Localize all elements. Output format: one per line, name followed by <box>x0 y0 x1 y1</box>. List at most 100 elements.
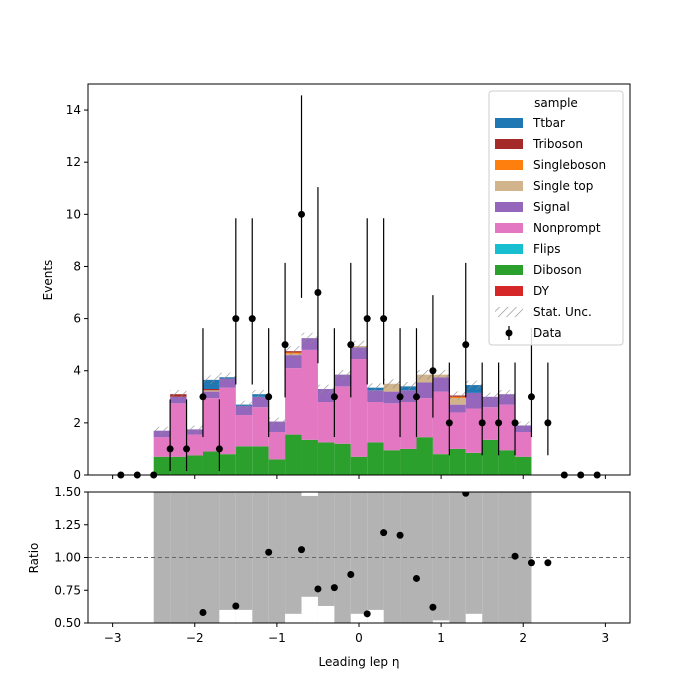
ratio-point <box>347 571 355 579</box>
data-point <box>199 393 207 401</box>
bar-diboson <box>170 456 187 475</box>
x-tick-label: 2 <box>519 631 527 645</box>
bar-nonprompt <box>170 403 187 457</box>
legend-entry-diboson: Diboson <box>495 263 582 277</box>
ratio-point <box>314 585 322 593</box>
stat-unc-bin <box>202 375 220 385</box>
bar-single-top <box>202 390 220 392</box>
ratio-y-axis-label: Ratio <box>27 543 41 574</box>
ratio-point <box>527 559 535 567</box>
ratio-point <box>330 584 338 592</box>
bar-nonprompt <box>498 404 516 451</box>
ratio-panel: 0.50 0.75 1.00 1.25 1.50 −3 −2 −1 0 1 2 3 Ratio Le… <box>27 485 631 669</box>
data-point <box>248 315 256 323</box>
y-tick-label: 4 <box>73 364 81 378</box>
stat-unc-bin <box>219 372 236 382</box>
data-point <box>396 393 404 401</box>
ratio-point <box>462 492 470 497</box>
ratio-point <box>363 610 371 618</box>
x-tick-label: 1 <box>437 631 445 645</box>
ratio-point <box>396 531 404 539</box>
ratio-point <box>380 529 388 537</box>
legend-swatch <box>495 181 523 191</box>
ratio-band-gap <box>367 609 384 623</box>
data-point <box>330 393 338 401</box>
bar-signal <box>202 391 220 399</box>
bar-signal <box>432 377 450 392</box>
ratio-band-gap <box>432 620 450 623</box>
stat-unc-bin <box>235 400 253 409</box>
ratio-band-bin <box>170 492 187 623</box>
data-point <box>166 445 174 453</box>
legend-swatch <box>495 202 523 212</box>
y-tick-label: 10 <box>66 207 81 221</box>
legend-label: Triboson <box>532 137 583 151</box>
bar-diboson <box>400 448 417 475</box>
bar-diboson <box>449 448 466 475</box>
y-tick-label: 6 <box>73 312 81 326</box>
bar-diboson <box>482 439 499 475</box>
ratio-y-tick-label: 0.50 <box>54 616 81 630</box>
bar-diboson <box>383 450 401 475</box>
bar-diboson <box>416 437 433 475</box>
bar-signal <box>252 396 269 408</box>
data-point <box>232 315 240 323</box>
bar-diboson <box>153 456 171 475</box>
bar-nonprompt <box>432 391 450 455</box>
bar-nonprompt <box>367 402 384 443</box>
legend-entry-nonprompt: Nonprompt <box>495 221 601 235</box>
ratio-band-bin <box>350 492 368 623</box>
stat-unc-bin <box>252 390 269 399</box>
ratio-y-axis: 0.50 0.75 1.00 1.25 1.50 <box>54 485 88 630</box>
ratio-band-bin <box>202 492 220 623</box>
stat-unc-bin <box>515 421 532 430</box>
stat-unc-bin <box>449 391 466 400</box>
data-point <box>363 315 371 323</box>
ratio-y-tick-label: 1.25 <box>54 518 81 532</box>
legend-entry-data: Data <box>505 326 562 340</box>
legend-label: Nonprompt <box>533 221 601 235</box>
y-tick-label: 8 <box>73 259 81 273</box>
ratio-point <box>544 559 552 567</box>
legend-label: DY <box>533 284 550 298</box>
top-y-axis: 0 2 4 6 8 10 12 14 <box>66 103 88 482</box>
ratio-y-tick-label: 0.75 <box>54 583 81 597</box>
x-tick-label: −2 <box>186 631 204 645</box>
ratio-band-bin <box>301 492 318 623</box>
y-tick-label: 12 <box>66 155 81 169</box>
ratio-y-tick-label: 1.00 <box>54 551 81 565</box>
stat-unc-bin <box>482 392 499 401</box>
stat-uncertainty-band <box>153 332 532 435</box>
ratio-band-bin <box>252 492 269 623</box>
top-x-ticks <box>112 475 606 479</box>
bar-diboson <box>432 454 450 475</box>
bar-nonprompt <box>449 412 466 449</box>
bar-diboson <box>515 456 532 475</box>
bar-signal <box>301 338 318 350</box>
stat-unc-bin <box>367 383 384 392</box>
bar-diboson <box>465 452 483 475</box>
bar-diboson <box>202 451 220 475</box>
legend-label: Flips <box>533 242 560 256</box>
bar-signal <box>449 404 466 413</box>
bar-nonprompt <box>268 431 286 460</box>
stat-unc-bin <box>170 390 187 399</box>
x-tick-label: −3 <box>104 631 122 645</box>
bar-diboson <box>268 459 286 475</box>
legend-swatch <box>495 244 523 254</box>
data-point <box>495 419 503 427</box>
bar-signal <box>350 347 368 360</box>
legend-entry-flips: Flips <box>495 242 560 256</box>
ratio-band-bin <box>498 492 516 623</box>
legend-label: Data <box>533 326 562 340</box>
data-point <box>445 419 453 427</box>
bar-diboson <box>186 455 203 475</box>
ratio-band-gap <box>317 605 335 623</box>
ratio-band-gap <box>285 613 302 623</box>
top-y-axis-label: Events <box>41 260 55 301</box>
stat-unc-bin <box>153 426 171 435</box>
bar-nonprompt <box>515 431 532 457</box>
data-point <box>429 367 437 375</box>
ratio-point <box>429 603 437 611</box>
